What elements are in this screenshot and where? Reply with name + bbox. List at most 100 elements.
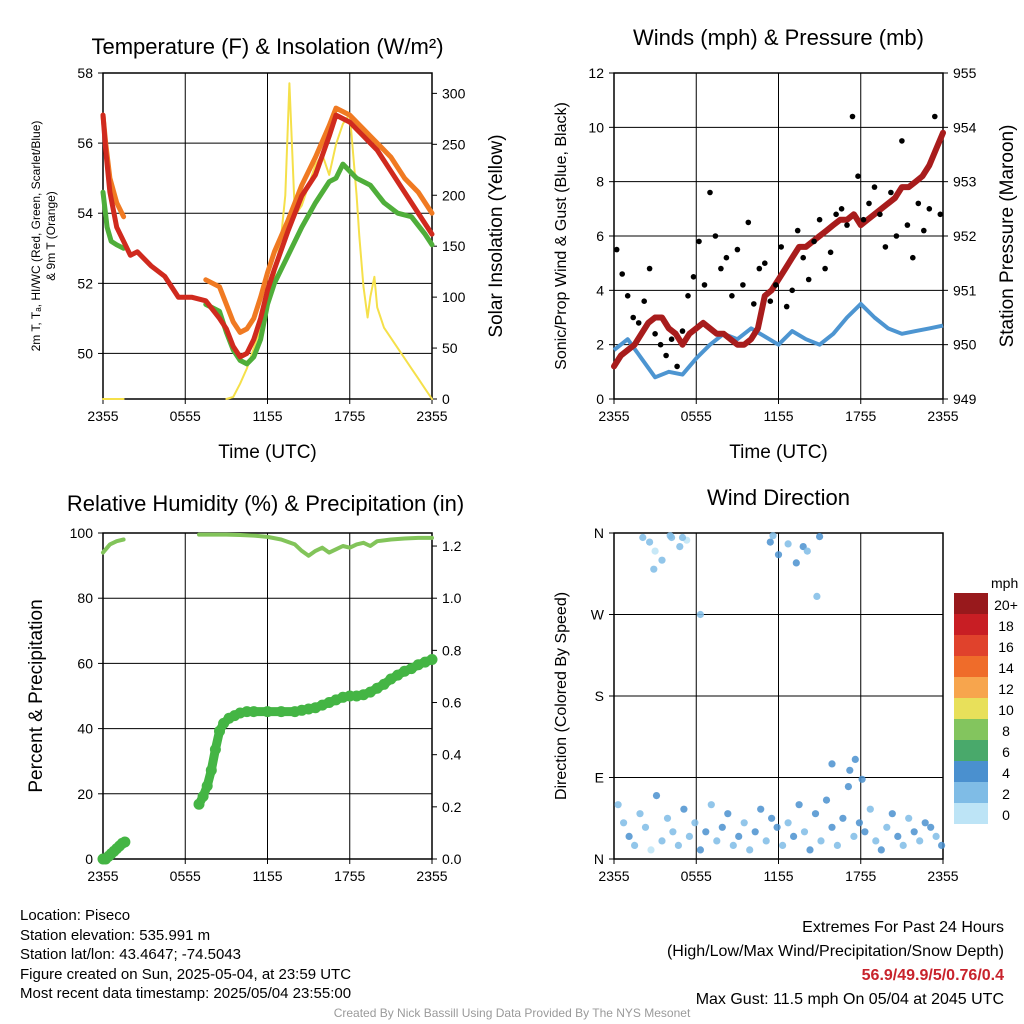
- gust-point: [740, 282, 746, 288]
- gust-point: [619, 271, 625, 277]
- y-tick-label: 10: [588, 119, 604, 135]
- x-tick-label: 2355: [598, 868, 629, 884]
- precip-point: [197, 790, 209, 802]
- gust-point: [778, 244, 784, 250]
- gust-point: [652, 331, 658, 337]
- colorbar-title: mph: [991, 575, 1018, 591]
- direction-point: [650, 565, 658, 573]
- colorbar-swatch: [954, 719, 988, 740]
- wind-ylabel-right: Station Pressure (Maroon): [997, 125, 1018, 348]
- gust-point: [674, 363, 680, 370]
- gust-point: [668, 336, 675, 343]
- direction-point: [817, 837, 825, 845]
- dir-title: Wind Direction: [707, 485, 850, 510]
- colorbar-label: 6: [1002, 744, 1010, 760]
- wind-ylabel: Sonic/Prop Wind & Gust (Blue, Black): [553, 102, 570, 370]
- direction-point: [707, 801, 715, 809]
- gust-point: [751, 301, 757, 307]
- y2-tick-label: 952: [953, 228, 977, 244]
- y-tick-label: 80: [77, 590, 93, 606]
- gust-point: [882, 244, 889, 250]
- x-tick-label: 1755: [334, 408, 365, 424]
- y-tick-label: 4: [596, 282, 604, 298]
- gust-point: [762, 260, 768, 267]
- direction-point: [811, 810, 820, 818]
- gust-point: [624, 293, 631, 299]
- direction-point: [844, 783, 853, 791]
- colorbar-swatch: [954, 677, 988, 698]
- y2-tick-label: 1.2: [442, 538, 462, 554]
- x-tick-label: 1155: [763, 408, 793, 424]
- rh-title: Relative Humidity (%) & Precipitation (i…: [67, 491, 464, 516]
- y-tick-label: 20: [77, 786, 93, 802]
- x-tick-label: 2355: [927, 868, 958, 884]
- gust-point: [849, 113, 856, 120]
- direction-point: [813, 592, 821, 601]
- humidity-panel: Relative Humidity (%) & Precipitation (i…: [26, 491, 464, 884]
- precip-point: [205, 764, 217, 776]
- colorbar-swatch: [954, 803, 988, 824]
- direction-point: [768, 814, 776, 822]
- y2-tick-label: 954: [953, 119, 977, 135]
- gust-point: [860, 216, 867, 223]
- direction-point: [877, 846, 885, 854]
- gust-point: [822, 265, 828, 272]
- gust-point: [767, 298, 774, 305]
- gust-point: [910, 254, 916, 261]
- precip-point: [119, 836, 131, 848]
- direction-point: [795, 801, 803, 809]
- colorbar-label: 14: [998, 660, 1014, 676]
- direction-point: [932, 832, 940, 841]
- series-2m-t: [100, 112, 435, 360]
- direction-point: [851, 755, 859, 764]
- precip-point: [201, 780, 213, 792]
- colorbar-label: 4: [1002, 765, 1010, 781]
- direction-point: [773, 823, 781, 831]
- direction-point: [639, 533, 647, 542]
- y-tick-label: 40: [77, 721, 93, 737]
- direction-point: [883, 823, 891, 831]
- gust-point: [932, 113, 938, 120]
- station-location: Location: Piseco: [20, 907, 131, 924]
- direction-point: [839, 814, 847, 822]
- direction-point: [636, 810, 644, 818]
- direction-point: [921, 819, 929, 827]
- gust-point: [893, 233, 900, 239]
- gust-point: [756, 265, 763, 272]
- colorbar-label: 16: [998, 639, 1014, 655]
- gust-point: [921, 227, 927, 234]
- direction-point: [641, 823, 650, 831]
- y2-tick-label: 200: [442, 187, 466, 203]
- direction-point: [696, 610, 705, 619]
- gust-point: [690, 274, 697, 280]
- y-tick-label: N: [594, 525, 604, 541]
- gust-point: [679, 328, 686, 334]
- y-tick-label: W: [591, 607, 605, 623]
- series-pressure: [611, 129, 946, 370]
- x-tick-label: 1155: [252, 868, 282, 884]
- x-tick-label: 1155: [252, 408, 282, 424]
- direction-point: [663, 814, 672, 822]
- precip-point: [248, 706, 260, 718]
- precip-point: [209, 744, 221, 755]
- direction-point: [816, 533, 824, 541]
- gust-point: [899, 138, 905, 144]
- direction-point: [872, 837, 880, 845]
- y-tick-label: 0: [596, 391, 604, 407]
- extremes-title: Extremes For Past 24 Hours: [802, 919, 1004, 936]
- direction-point: [858, 775, 866, 783]
- y2-tick-label: 950: [953, 337, 977, 353]
- direction-point: [899, 841, 907, 850]
- gust-point: [811, 238, 817, 245]
- direction-point: [861, 828, 869, 836]
- colorbar-label: 8: [1002, 723, 1010, 739]
- y2-tick-label: 0.6: [442, 695, 462, 711]
- y2-tick-label: 949: [953, 391, 977, 407]
- colorbar-swatch: [954, 782, 988, 803]
- y2-tick-label: 955: [953, 65, 977, 81]
- gust-point: [783, 303, 790, 310]
- direction-point: [792, 559, 800, 567]
- y2-tick-label: 100: [442, 289, 466, 305]
- y-tick-label: 52: [77, 275, 93, 291]
- x-tick-label: 1755: [845, 408, 876, 424]
